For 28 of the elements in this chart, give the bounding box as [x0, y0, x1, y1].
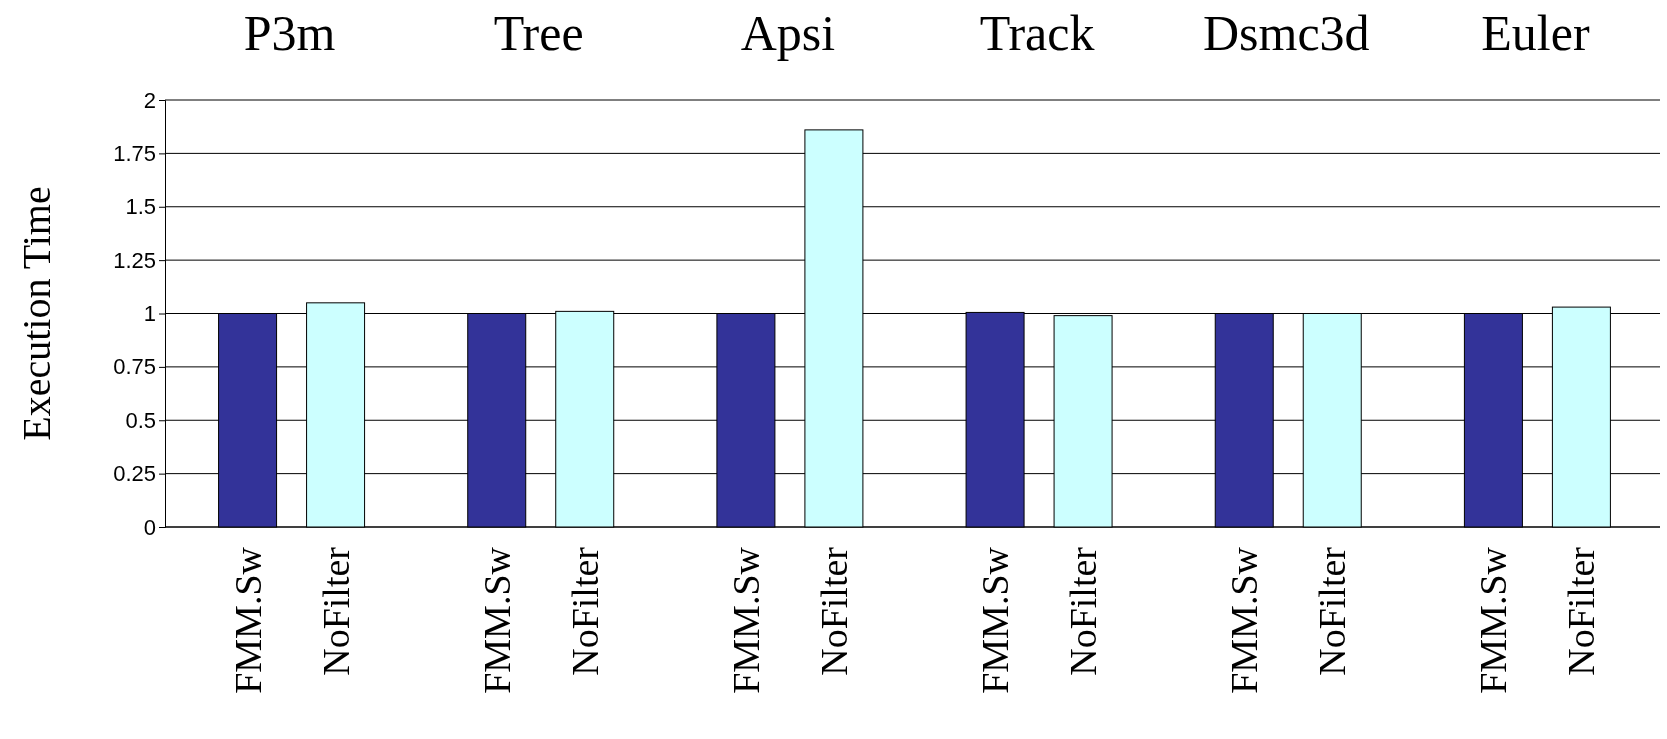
- text: FMM.Sw: [1223, 547, 1266, 694]
- y-tick-label: 0.25: [113, 461, 156, 487]
- text: FMM.Sw: [974, 547, 1017, 694]
- text: NoFilter: [314, 546, 357, 676]
- x-tick-label: Track: [979, 5, 1095, 61]
- y-tick-label: 1: [143, 301, 156, 327]
- x-tick-label: Dsmc3d: [1202, 5, 1370, 61]
- text: NoFilter: [563, 547, 606, 676]
- y-axis-title: Execution Time: [14, 186, 59, 441]
- text: FMM.Sw: [724, 547, 767, 694]
- x-tick-label: Euler: [1481, 5, 1590, 61]
- y-tick-label: 1.25: [113, 247, 156, 273]
- text: NoFilter: [1560, 547, 1603, 676]
- x-tick-label: Tree: [493, 5, 584, 61]
- x-tick-label: P3m: [243, 5, 336, 61]
- text: NoFilter: [812, 547, 855, 676]
- y-tick-label: 0: [143, 514, 156, 540]
- y-tick-label: 0.75: [113, 354, 156, 380]
- y-tick-label: 2: [143, 87, 156, 113]
- text: FMM.Sw: [1472, 547, 1515, 694]
- text: FMM.Sw: [475, 547, 518, 694]
- text: NoFilter: [1062, 547, 1105, 676]
- x-tick-label: Apsi: [740, 5, 836, 61]
- text: FMM.Sw: [226, 546, 269, 694]
- y-tick-label: 1.5: [125, 194, 156, 220]
- y-tick-label: 0.5: [125, 407, 156, 433]
- text: NoFilter: [1311, 547, 1354, 676]
- y-tick-label: 1.75: [113, 140, 156, 166]
